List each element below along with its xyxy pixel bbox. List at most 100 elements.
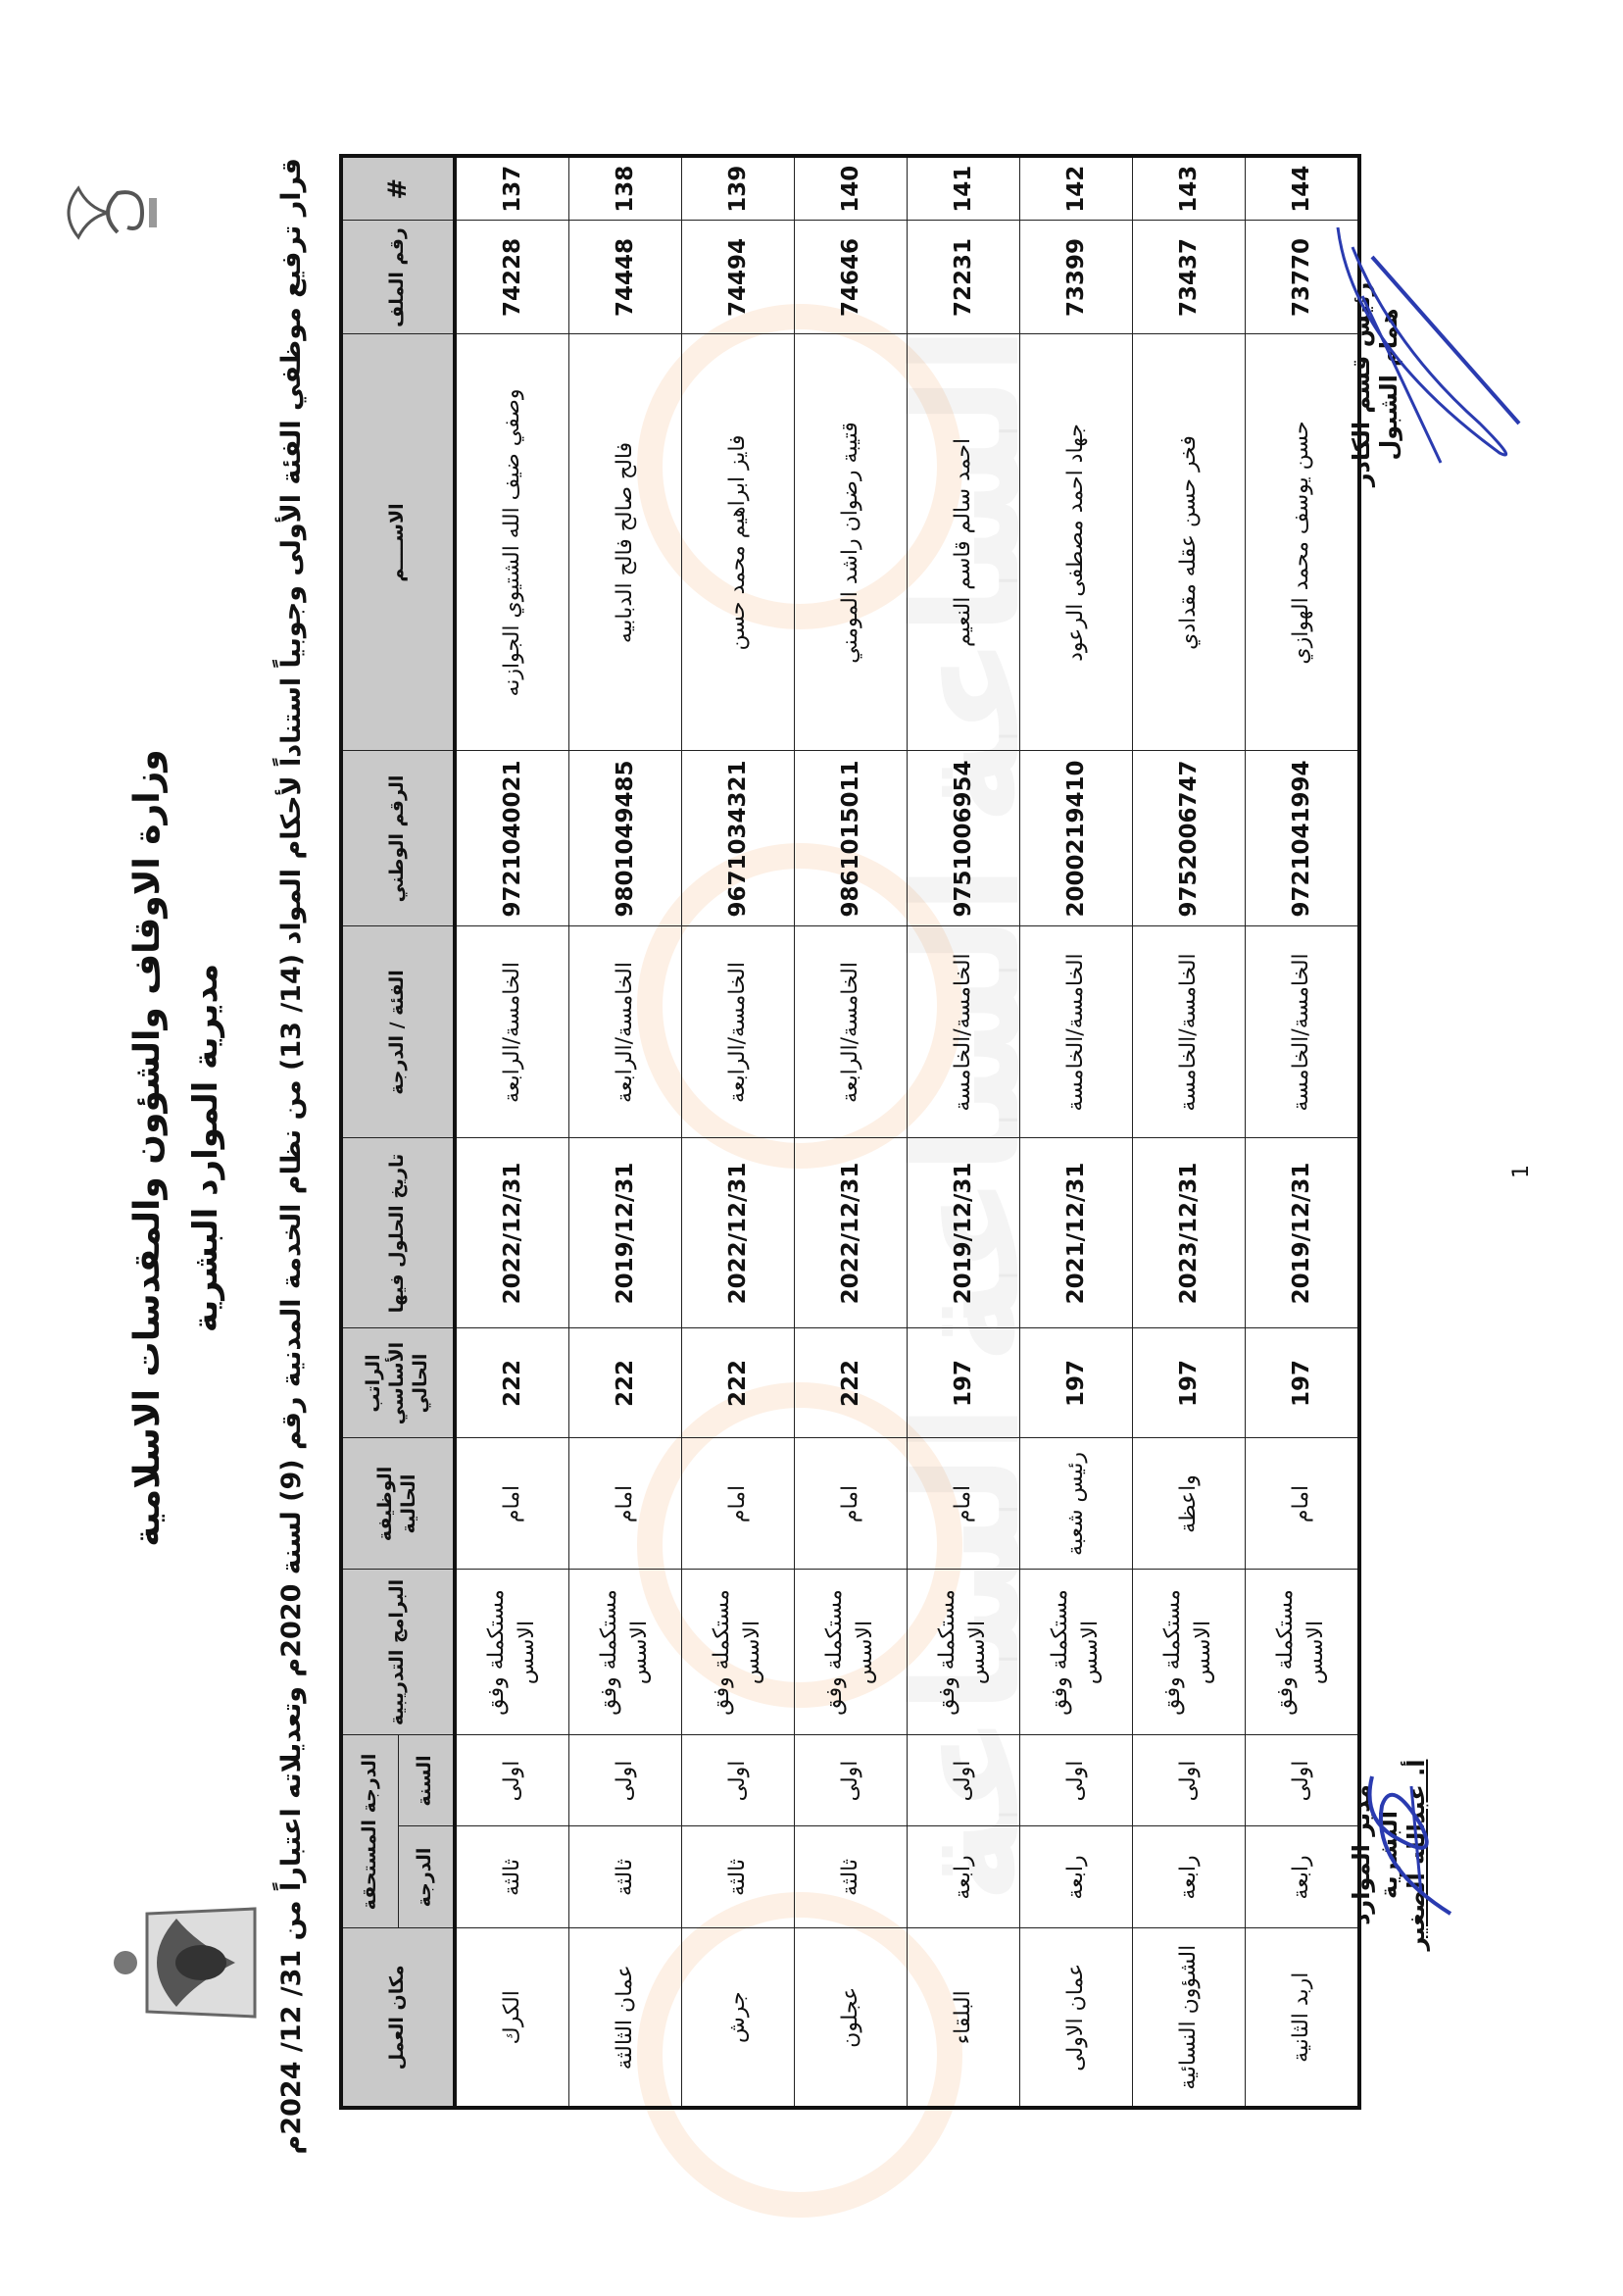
table-row: 137 74228 وصفي ضيف الله الشتيوي الجوازنه 97… [455,155,569,2108]
cell-year: اولى [907,1734,1020,1826]
cell-date: 2019/12/31 [907,1137,1020,1328]
cell-name: فخر حسن عقله مقدادي [1132,333,1246,751]
header-salary: الراتب الأساسي الحالي [341,1327,455,1438]
cell-grade: الخامسة/الرابعة [681,925,795,1138]
page-number: 1 [1509,1165,1534,1178]
cell-workplace: عمان الثالثة [568,1928,682,2108]
cell-programs: مستكملة وفق الاسس [1132,1569,1246,1735]
cell-degree: ثالثة [455,1825,569,1928]
cell-name: وصفي ضيف الله الشتيوي الجوازنه [455,333,569,751]
cell-date: 2022/12/31 [794,1137,908,1328]
cell-programs: مستكملة وفق الاسس [681,1569,795,1735]
cell-national-no: 9721041994 [1245,750,1359,926]
cell-salary: 222 [568,1327,682,1438]
header-file-no: رقم الملف [341,220,455,334]
cell-grade: الخامسة/الخامسة [907,925,1020,1138]
cell-job: رئيس شعبة [1019,1437,1133,1570]
cell-salary: 222 [455,1327,569,1438]
cell-file-no: 74646 [794,220,908,334]
cell-national-no: 9801049485 [568,750,682,926]
cell-job: امام [794,1437,908,1570]
cell-salary: 222 [681,1327,795,1438]
cell-year: اولى [455,1734,569,1826]
header-programs: البرامج التدريبية [341,1569,455,1735]
cell-programs: مستكملة وفق الاسس [1019,1569,1133,1735]
cell-national-no: 2000219410 [1019,750,1133,926]
promotion-table: # رقم الملف الاســــم الرقم الوطني الفئة… [339,153,1361,2110]
cell-date: 2021/12/31 [1019,1137,1133,1328]
decision-title: قرار ترفيع موظفي الفئة الأولى وجوبياً اس… [276,158,307,2155]
cell-programs: مستكملة وفق الاسس [1245,1569,1359,1735]
header-date: تاريخ الحلول فيها [341,1137,455,1328]
cell-national-no: 9861015011 [794,750,908,926]
cell-year: اولى [1019,1734,1133,1826]
cell-degree: رابعة [1132,1825,1246,1928]
cell-programs: مستكملة وفق الاسس [455,1569,569,1735]
header-name: الاســــم [341,333,455,751]
cell-job: امام [907,1437,1020,1570]
cell-salary: 197 [1245,1327,1359,1438]
ministry-name: وزارة الاوقاف والشؤون والمقدسات الاسلامي… [127,749,168,1547]
cell-file-no: 74228 [455,220,569,334]
cell-name: فالح صالح فالح الدبابيه [568,333,682,751]
header-due-grade: الدرجة المستحقة [341,1734,398,1928]
cell-salary: 222 [794,1327,908,1438]
table-row: 140 74646 قتيبة رضوان راشد المومني 98610150… [794,155,908,2108]
cadre-head-signature-icon [1336,226,1521,464]
cell-salary: 197 [907,1327,1020,1438]
cell-date: 2022/12/31 [455,1137,569,1328]
cell-year: اولى [1132,1734,1246,1826]
cell-index: 140 [794,155,908,221]
hr-director-signature-icon [1367,1775,1452,1916]
cell-grade: الخامسة/الرابعة [568,925,682,1138]
cell-date: 2022/12/31 [681,1137,795,1328]
cell-job: امام [568,1437,682,1570]
cell-workplace: عمان الاولى [1019,1928,1133,2108]
cell-grade: الخامسة/الخامسة [1245,925,1359,1138]
cell-salary: 197 [1019,1327,1133,1438]
directorate-name: مديرية الموارد البشرية [186,963,225,1333]
cell-workplace: البلقاء [907,1928,1020,2108]
cell-workplace: اربد الثانية [1245,1928,1359,2108]
cell-name: جهاد احمد مصطفى الرعود [1019,333,1133,751]
cell-workplace: الكرك [455,1928,569,2108]
cell-index: 143 [1132,155,1246,221]
cell-degree: ثالثة [681,1825,795,1928]
cell-national-no: 9752006747 [1132,750,1246,926]
table-row: 142 73399 جهاد احمد مصطفى الرعود 2000219410… [1019,155,1133,2108]
header-due-year: السنة [398,1734,455,1826]
coat-of-arms-icon [114,1907,257,2019]
cell-index: 139 [681,155,795,221]
table-row: 143 73437 فخر حسن عقله مقدادي 9752006747 الخ… [1132,155,1246,2108]
cell-file-no: 74448 [568,220,682,334]
cell-grade: الخامسة/الرابعة [455,925,569,1138]
cell-job: واعظة [1132,1437,1246,1570]
cell-job: امام [455,1437,569,1570]
cell-workplace: جرش [681,1928,795,2108]
cell-job: امام [1245,1437,1359,1570]
cell-date: 2023/12/31 [1132,1137,1246,1328]
cell-grade: الخامسة/الخامسة [1019,925,1133,1138]
cell-degree: رابعة [907,1825,1020,1928]
header-index: # [341,155,455,221]
cell-degree: رابعة [1245,1825,1359,1928]
cell-workplace: عجلون [794,1928,908,2108]
table-row: 138 74448 فالح صالح فالح الدبابيه 980104948… [568,155,682,2108]
cell-salary: 197 [1132,1327,1246,1438]
cell-year: اولى [568,1734,682,1826]
cell-degree: ثالثة [568,1825,682,1928]
cell-workplace: الشؤون النسائية [1132,1928,1246,2108]
cell-file-no: 73399 [1019,220,1133,334]
cell-job: امام [681,1437,795,1570]
cell-index: 138 [568,155,682,221]
cell-file-no: 73437 [1132,220,1246,334]
cell-programs: مستكملة وفق الاسس [794,1569,908,1735]
cell-file-no: 72231 [907,220,1020,334]
cell-index: 142 [1019,155,1133,221]
centenary-logo-icon [67,185,157,240]
cell-year: اولى [1245,1734,1359,1826]
cell-name: احمد سالم قاسم النعيم [907,333,1020,751]
cell-degree: رابعة [1019,1825,1133,1928]
table-row: 139 74494 فايز ابراهيم محمد حسن 9671034321 ا… [681,155,795,2108]
